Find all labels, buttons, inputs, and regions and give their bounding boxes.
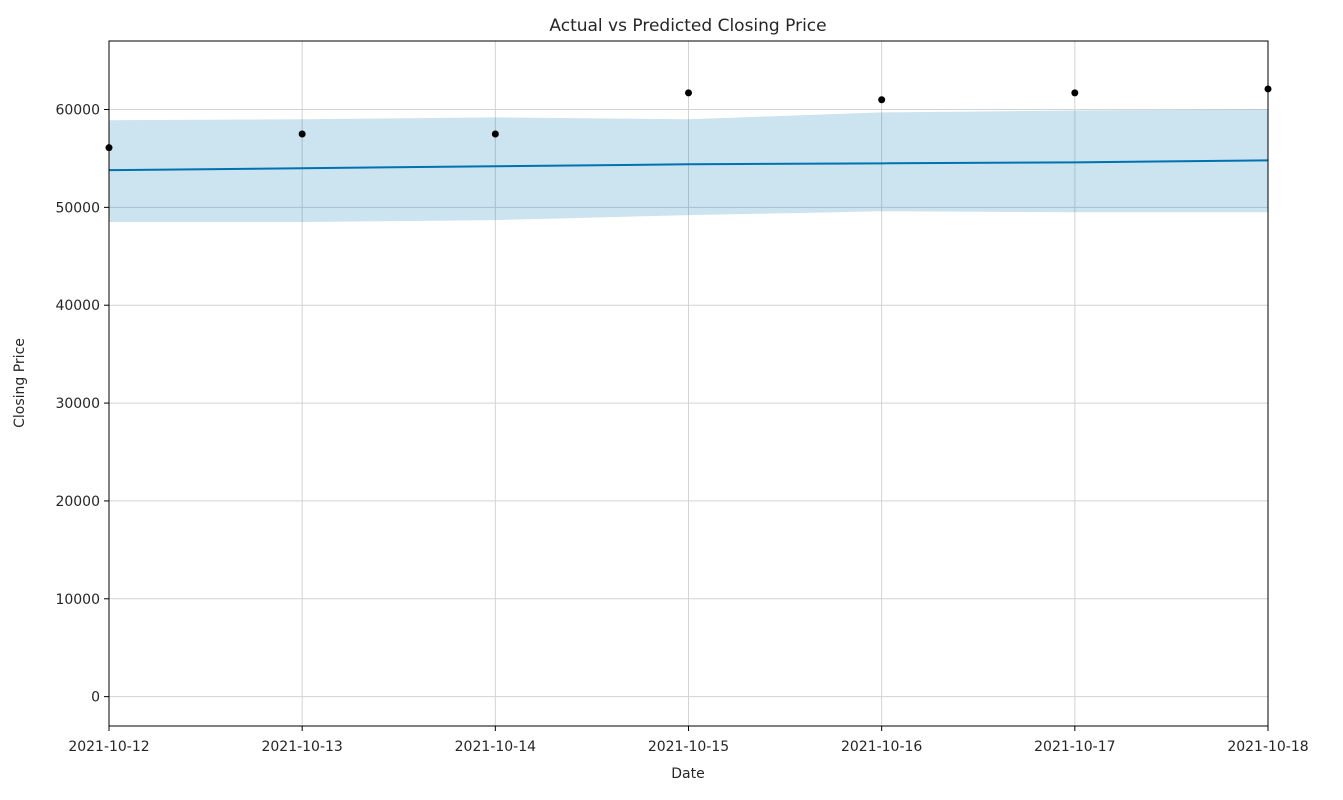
x-tick-label: 2021-10-17 — [1034, 739, 1115, 755]
predicted-line — [108, 159, 1269, 172]
actual-point — [878, 96, 886, 104]
y-tick-label: 0 — [91, 690, 100, 706]
y-axis-title: Closing Price — [12, 338, 28, 428]
x-axis: 2021-10-12 2021-10-13 2021-10-14 2021-10-15… — [68, 726, 1309, 755]
actual-point — [685, 89, 692, 97]
x-axis-title: Date — [671, 766, 704, 782]
x-tick-label: 2021-10-13 — [261, 739, 342, 755]
x-tick-label: 2021-10-18 — [1227, 739, 1308, 755]
chart-title: Actual vs Predicted Closing Price — [549, 16, 826, 36]
x-tick-label: 2021-10-12 — [68, 739, 149, 755]
y-tick-label: 40000 — [55, 298, 100, 314]
x-tick-label: 2021-10-16 — [841, 739, 922, 755]
y-axis: 0 10000 20000 30000 40000 50000 60000 — [55, 103, 109, 706]
grid — [108, 41, 1269, 726]
y-tick-label: 20000 — [55, 494, 100, 510]
uncertainty-band — [109, 109, 1268, 223]
x-tick-label: 2021-10-14 — [455, 739, 536, 755]
y-tick-label: 50000 — [55, 200, 100, 216]
y-tick-label: 10000 — [55, 592, 100, 608]
x-tick-label: 2021-10-15 — [648, 739, 729, 755]
y-tick-label: 30000 — [55, 396, 100, 412]
y-tick-label: 60000 — [55, 103, 100, 119]
actual-point — [298, 130, 306, 138]
actual-point — [1071, 89, 1079, 97]
actual-point — [491, 130, 499, 138]
